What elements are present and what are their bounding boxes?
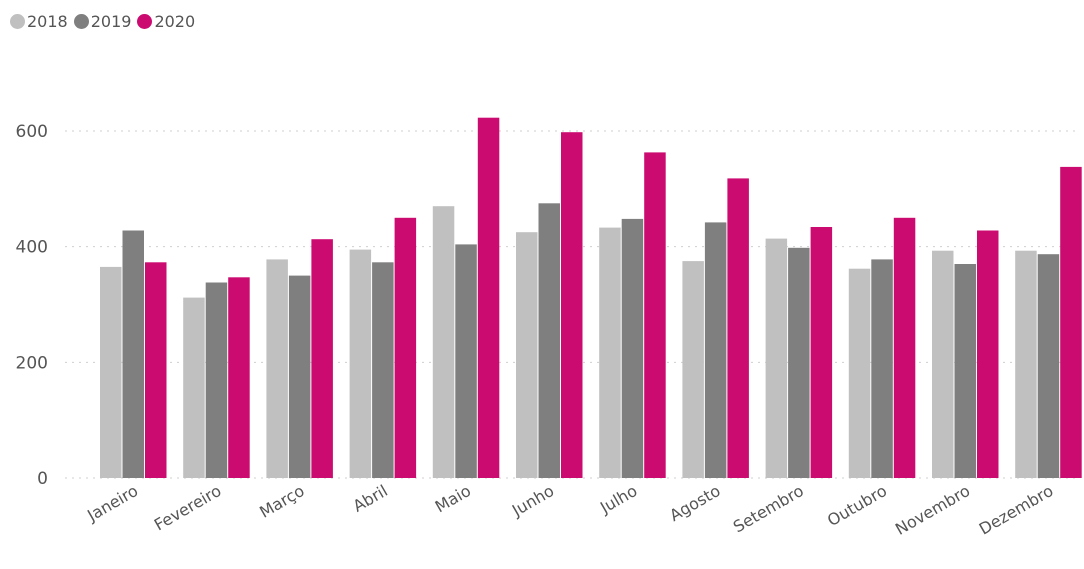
bar-2020-novembro[interactable] xyxy=(977,231,999,479)
bar-2019-fevereiro[interactable] xyxy=(206,283,228,479)
x-category-label: Maio xyxy=(432,481,474,516)
bar-2019-março[interactable] xyxy=(289,276,311,478)
x-category-label: Dezembro xyxy=(976,481,1057,539)
bar-2019-junho[interactable] xyxy=(539,203,561,478)
bar-2020-junho[interactable] xyxy=(561,132,583,478)
bar-2018-julho[interactable] xyxy=(599,228,621,478)
bar-2018-dezembro[interactable] xyxy=(1015,251,1036,478)
x-category-label: Janeiro xyxy=(83,481,141,525)
x-category-label: Outubro xyxy=(824,481,890,530)
x-category-label: Abril xyxy=(350,481,391,516)
bar-2018-março[interactable] xyxy=(266,259,288,478)
bar-2020-fevereiro[interactable] xyxy=(228,277,250,478)
bar-2019-agosto[interactable] xyxy=(705,222,727,478)
y-tick-label: 400 xyxy=(16,238,48,258)
bar-2018-setembro[interactable] xyxy=(766,239,788,478)
bar-2020-dezembro[interactable] xyxy=(1060,167,1082,478)
y-tick-label: 200 xyxy=(16,353,48,373)
bar-2019-maio[interactable] xyxy=(455,244,477,478)
bar-2019-janeiro[interactable] xyxy=(123,231,145,479)
y-tick-label: 600 xyxy=(16,122,48,142)
bar-2019-novembro[interactable] xyxy=(955,264,977,478)
bar-2018-outubro[interactable] xyxy=(849,269,871,478)
bar-2018-fevereiro[interactable] xyxy=(183,298,205,478)
bar-2020-agosto[interactable] xyxy=(727,178,749,478)
x-category-label: Novembro xyxy=(892,481,973,539)
bar-2019-dezembro[interactable] xyxy=(1038,254,1060,478)
x-category-label: Agosto xyxy=(666,481,723,525)
bar-2019-julho[interactable] xyxy=(622,219,644,478)
bar-2020-outubro[interactable] xyxy=(894,218,916,478)
bar-2020-março[interactable] xyxy=(311,239,333,478)
bar-2018-maio[interactable] xyxy=(433,206,455,478)
x-category-label: Julho xyxy=(596,481,640,518)
bar-2020-julho[interactable] xyxy=(644,152,666,478)
y-tick-label: 0 xyxy=(37,469,48,489)
x-category-label: Junho xyxy=(508,481,557,520)
bar-2020-setembro[interactable] xyxy=(811,227,833,478)
bar-2020-abril[interactable] xyxy=(395,218,417,478)
bar-2018-novembro[interactable] xyxy=(932,251,954,478)
bar-2018-janeiro[interactable] xyxy=(100,267,122,478)
x-category-label: Setembro xyxy=(730,481,807,536)
bar-2018-agosto[interactable] xyxy=(682,261,704,478)
bar-2019-outubro[interactable] xyxy=(871,259,893,478)
bar-2018-abril[interactable] xyxy=(350,250,372,478)
bar-2020-maio[interactable] xyxy=(478,118,500,478)
x-category-label: Fevereiro xyxy=(151,481,225,534)
bar-2019-setembro[interactable] xyxy=(788,248,810,478)
x-category-label: Março xyxy=(256,481,307,522)
bar-2019-abril[interactable] xyxy=(372,262,394,478)
bar-2018-junho[interactable] xyxy=(516,232,538,478)
bar-2020-janeiro[interactable] xyxy=(145,262,167,478)
